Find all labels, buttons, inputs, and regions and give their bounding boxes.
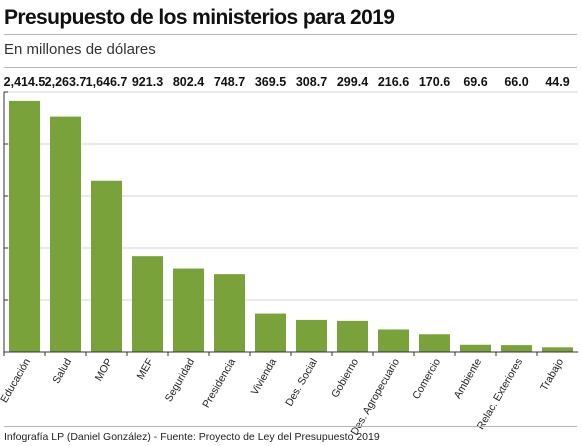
category-label-8: Gobierno <box>329 356 361 400</box>
category-label-11: Ambiente <box>452 356 485 401</box>
bar-11 <box>460 344 491 352</box>
footer-credit: Infografía LP (Daniel González) - Fuente… <box>4 431 380 443</box>
bar-9 <box>378 329 409 352</box>
bar-5 <box>214 274 245 352</box>
bar-13 <box>542 347 573 352</box>
value-label-13: 44.9 <box>545 75 569 89</box>
bar-0 <box>9 100 40 352</box>
value-label-12: 66.0 <box>504 75 528 89</box>
value-label-10: 170.6 <box>419 75 450 89</box>
value-label-6: 369.5 <box>255 75 286 89</box>
value-label-1: 2,263.7 <box>45 75 87 89</box>
value-label-9: 216.6 <box>378 75 409 89</box>
category-label-4: Seguridad <box>163 356 197 404</box>
category-label-0: Educación <box>0 356 33 405</box>
value-label-5: 748.7 <box>214 75 245 89</box>
category-label-10: Comercio <box>410 356 443 401</box>
value-label-4: 802.4 <box>173 75 204 89</box>
bar-8 <box>337 320 368 352</box>
chart-title: Presupuesto de los ministerios para 2019 <box>4 6 395 29</box>
value-label-0: 2,414.5 <box>4 75 46 89</box>
chart-subtitle: En millones de dólares <box>4 41 156 58</box>
bar-7 <box>296 319 327 352</box>
footer-rule <box>4 426 577 427</box>
category-label-1: Salud <box>50 356 74 385</box>
bar-4 <box>173 268 204 352</box>
header-rule-bottom <box>4 67 577 68</box>
bar-3 <box>132 256 163 352</box>
category-label-12: Relac. Exteriores <box>475 357 525 432</box>
value-label-3: 921.3 <box>132 75 163 89</box>
value-label-11: 69.6 <box>463 75 487 89</box>
category-label-5: Presidencia <box>200 356 238 410</box>
value-label-2: 1,646.7 <box>86 75 128 89</box>
category-label-3: MEF <box>135 357 156 382</box>
value-label-8: 299.4 <box>337 75 368 89</box>
category-label-2: MOP <box>93 357 115 384</box>
category-label-6: Vivienda <box>249 356 280 397</box>
bar-12 <box>501 345 532 352</box>
grid-layer <box>4 91 578 301</box>
value-label-layer: 2,414.5 2,263.7 1,646.7 921.3 802.4 748.7 369.… <box>4 75 570 89</box>
bar-1 <box>50 116 81 352</box>
category-label-13: Trabajo <box>538 356 566 393</box>
axis-layer <box>3 92 578 356</box>
bar-2 <box>91 180 122 352</box>
bar-layer <box>9 100 573 352</box>
title-rule-top <box>4 34 577 35</box>
bar-10 <box>419 334 450 352</box>
bar-6 <box>255 313 286 352</box>
value-label-7: 308.7 <box>296 75 327 89</box>
category-label-7: Des. Social <box>283 357 320 409</box>
